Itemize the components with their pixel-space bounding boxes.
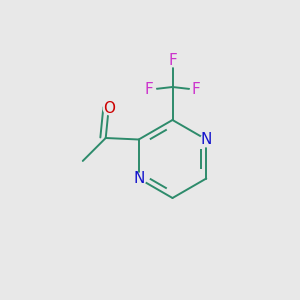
Text: N: N xyxy=(133,171,144,186)
Text: F: F xyxy=(145,82,153,97)
Text: F: F xyxy=(192,82,200,97)
Text: O: O xyxy=(103,100,115,116)
Text: F: F xyxy=(168,52,177,68)
Text: N: N xyxy=(201,132,212,147)
